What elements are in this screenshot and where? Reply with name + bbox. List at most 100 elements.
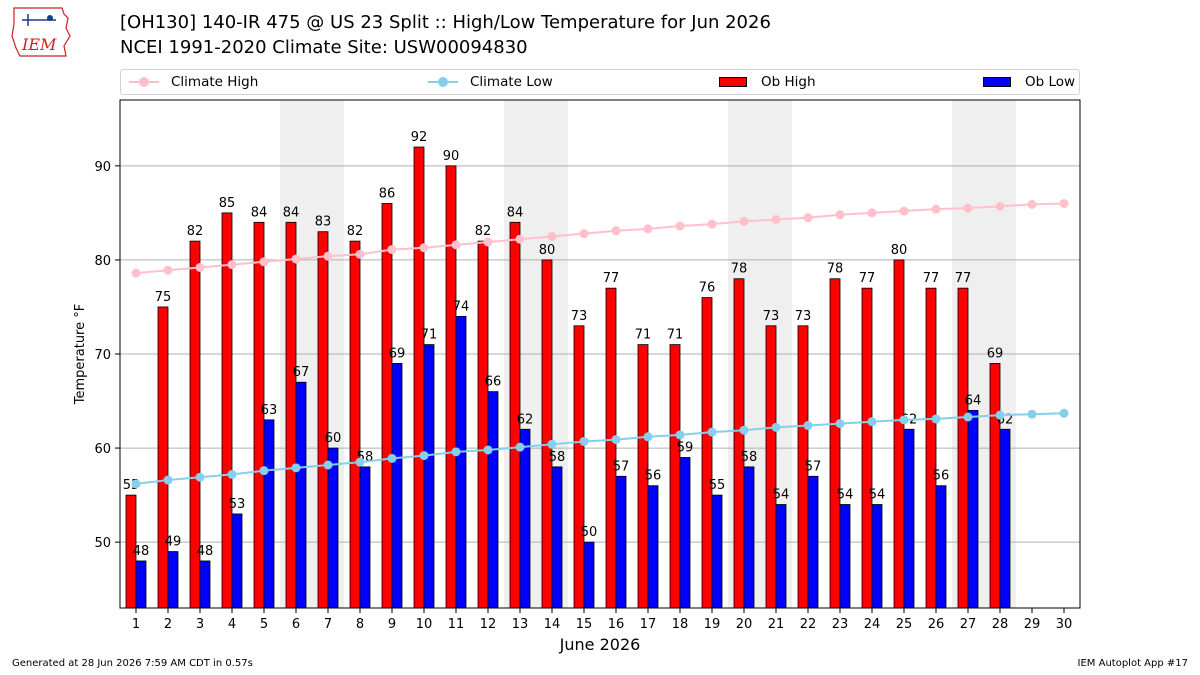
climate-high-point	[643, 224, 653, 234]
x-tick-label: 17	[640, 617, 657, 632]
ob-high-label: 80	[891, 243, 908, 258]
ob-low-bar	[391, 363, 403, 609]
climate-high-point	[899, 206, 909, 216]
ob-low-bar	[647, 485, 659, 609]
x-tick-label: 21	[768, 617, 785, 632]
ob-high-label: 75	[155, 290, 172, 305]
legend-label-climate-high: Climate High	[171, 74, 259, 90]
x-tick-label: 15	[576, 617, 593, 632]
x-tick-label: 4	[228, 617, 236, 632]
ob-low-label: 67	[293, 365, 310, 380]
x-tick-label: 26	[928, 617, 945, 632]
ob-low-bar	[903, 428, 915, 609]
ob-low-bar	[199, 560, 211, 609]
ob-low-bar	[871, 504, 883, 609]
climate-high-point	[195, 262, 205, 272]
x-tick-label: 6	[292, 617, 300, 632]
ob-high-label: 83	[315, 215, 332, 230]
x-tick-label: 5	[260, 617, 268, 632]
ob-high-label: 82	[347, 224, 364, 239]
ob-low-label: 71	[421, 328, 438, 343]
ob-high-bar	[221, 212, 233, 609]
climate-high-point	[835, 210, 845, 220]
climate-high-point	[131, 268, 141, 278]
ob-low-label: 60	[325, 431, 342, 446]
climate-low-point	[931, 414, 941, 424]
y-tick-label: 60	[94, 442, 111, 457]
ob-high-label: 71	[667, 328, 684, 343]
y-tick-label: 70	[94, 348, 111, 363]
ob-high-bar	[605, 287, 617, 609]
climate-high-point	[675, 221, 685, 231]
ob-low-label: 54	[773, 488, 790, 503]
ob-high-label: 77	[923, 271, 940, 286]
climate-low-point	[707, 427, 717, 437]
ob-low-label: 66	[485, 375, 502, 390]
y-tick-label: 50	[94, 536, 111, 551]
climate-low-point	[963, 412, 973, 422]
legend-item-ob-high: Ob High	[719, 70, 816, 94]
legend-item-ob-low: Ob Low	[983, 70, 1075, 94]
ob-low-label: 49	[165, 535, 182, 550]
ob-high-swatch	[719, 77, 747, 87]
x-tick-label: 18	[672, 617, 689, 632]
climate-low-line	[135, 412, 1065, 485]
climate-low-point	[419, 451, 429, 461]
legend: Climate High Climate Low Ob High Ob Low	[120, 69, 1080, 95]
ob-low-label: 58	[549, 450, 566, 465]
climate-low-point	[675, 430, 685, 440]
chart-subtitle: NCEI 1991-2020 Climate Site: USW00094830	[120, 37, 528, 58]
climate-low-point	[579, 436, 589, 446]
climate-high-point	[451, 240, 461, 250]
x-axis-label: June 2026	[559, 635, 641, 654]
ob-high-bar	[413, 146, 425, 609]
ob-high-bar	[829, 278, 841, 609]
x-tick-label: 19	[704, 617, 721, 632]
x-tick-label: 8	[356, 617, 364, 632]
ob-low-label: 50	[581, 525, 598, 540]
ob-high-label: 73	[571, 309, 588, 324]
ob-high-label: 77	[603, 271, 620, 286]
ob-high-bar	[989, 363, 1001, 609]
climate-low-point	[867, 417, 877, 427]
ob-low-bar	[231, 513, 243, 609]
generated-timestamp: Generated at 28 Jun 2026 7:59 AM CDT in …	[12, 658, 253, 669]
ob-low-label: 57	[613, 459, 630, 474]
x-tick-label: 22	[800, 617, 817, 632]
ob-low-label: 59	[677, 440, 694, 455]
legend-label-ob-low: Ob Low	[1025, 74, 1076, 90]
climate-high-point	[803, 213, 813, 223]
ob-low-label: 56	[645, 469, 662, 484]
ob-high-bar	[349, 240, 361, 609]
climate-low-point	[387, 453, 397, 463]
climate-low-point	[451, 447, 461, 457]
y-axis-label: Temperature °F	[73, 304, 88, 405]
ob-high-label: 78	[731, 262, 748, 277]
ob-low-bar	[967, 410, 979, 609]
ob-high-label: 80	[539, 243, 556, 258]
climate-low-point	[1059, 408, 1069, 418]
ob-low-bar	[135, 560, 147, 609]
climate-low-point	[355, 457, 365, 467]
climate-high-point	[323, 251, 333, 261]
ob-low-label: 48	[133, 544, 150, 559]
y-tick-label: 90	[94, 160, 111, 175]
x-tick-label: 29	[1024, 617, 1041, 632]
climate-high-point	[867, 208, 877, 218]
ob-low-label: 57	[805, 459, 822, 474]
ob-low-label: 54	[869, 488, 886, 503]
ob-low-bar	[807, 475, 819, 609]
legend-item-climate-high: Climate High	[129, 70, 258, 94]
climate-low-point	[739, 425, 749, 435]
x-tick-label: 30	[1056, 617, 1073, 632]
ob-low-bar	[551, 466, 563, 609]
ob-high-label: 84	[251, 205, 268, 220]
climate-low-point	[291, 463, 301, 473]
climate-low-point	[195, 472, 205, 482]
climate-low-point	[771, 422, 781, 432]
ob-low-bar	[583, 541, 595, 609]
ob-high-label: 90	[443, 149, 460, 164]
ob-low-label: 54	[837, 488, 854, 503]
x-tick-label: 2	[164, 617, 172, 632]
